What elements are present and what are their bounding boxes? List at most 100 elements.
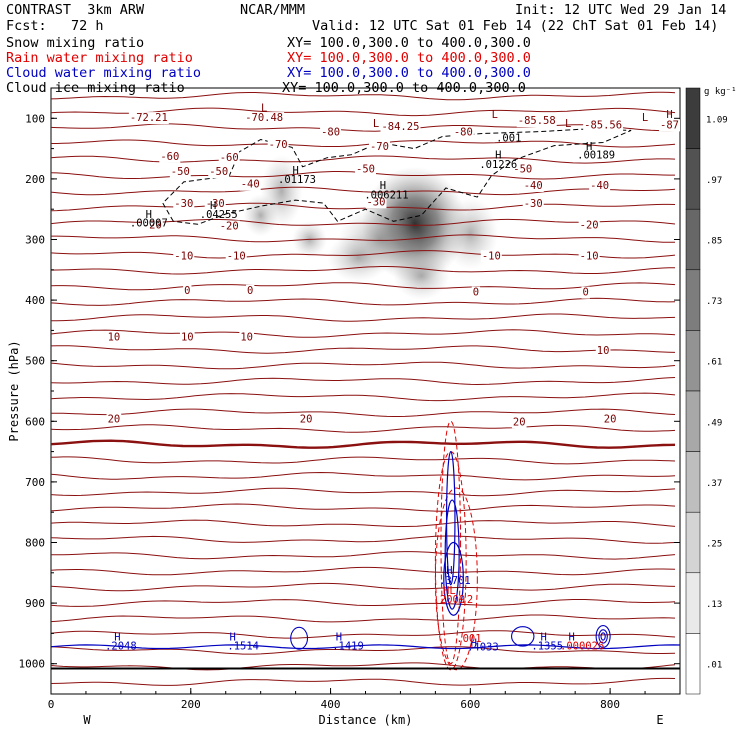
isotherm-label-bg bbox=[239, 331, 255, 344]
cloud-water-cell-1 bbox=[511, 626, 535, 647]
isotherm-line bbox=[51, 424, 676, 433]
isotherm-line bbox=[51, 155, 676, 164]
isotherm-line bbox=[51, 266, 676, 275]
isotherm-label-bg bbox=[218, 152, 240, 165]
center-label: NCAR/MMM bbox=[240, 2, 306, 18]
x-tick-label: 200 bbox=[181, 698, 201, 711]
isotherm-label: 0 bbox=[582, 287, 588, 299]
plot-frame bbox=[50, 87, 681, 695]
extrema-label: H bbox=[114, 631, 120, 643]
legend-rain-name: Rain water mixing ratio bbox=[6, 50, 193, 66]
colorbar-label: .97 bbox=[706, 176, 722, 186]
isotherm-label: -70 bbox=[370, 141, 389, 153]
isotherm-label-bg bbox=[480, 250, 502, 263]
isotherm-label: -80 bbox=[321, 127, 340, 139]
isotherm-line bbox=[51, 456, 676, 465]
isotherm-line bbox=[51, 646, 676, 655]
isotherm-label-bg bbox=[511, 416, 527, 429]
isotherm-label-bg bbox=[267, 138, 289, 151]
colorbar-segment bbox=[685, 87, 701, 149]
colorbar: 1.09 .97 .85 .73 .61 .49 .37 .25 .13 .01 g kg⁻¹ bbox=[685, 87, 737, 695]
extrema-label: H bbox=[230, 631, 236, 643]
isotherm-label: 10 bbox=[597, 345, 610, 357]
colorbar-segment bbox=[685, 451, 701, 513]
isotherm-line bbox=[51, 250, 676, 259]
isotherm-label: -70 bbox=[269, 139, 288, 151]
extrema-label: .00007 bbox=[130, 218, 168, 230]
isotherm-line bbox=[51, 582, 676, 592]
isotherm-line bbox=[51, 139, 676, 148]
isotherm-label-bg bbox=[169, 166, 191, 179]
extrema-label: .04255 bbox=[200, 209, 238, 221]
isotherm-label: -40 bbox=[590, 180, 609, 192]
y-tick-label: 600 bbox=[25, 415, 45, 428]
isotherm-label-bg bbox=[512, 163, 534, 176]
isotherm-label: -50 bbox=[356, 164, 375, 176]
isotherm-label: 10 bbox=[108, 331, 121, 343]
extrema-label: .001 bbox=[456, 633, 481, 645]
colorbar-segment bbox=[685, 633, 701, 695]
isotherm-line bbox=[51, 408, 676, 417]
isotherm-label: -84.25 bbox=[381, 121, 419, 133]
colorbar-label: .61 bbox=[706, 358, 722, 368]
isotherm-label-bg bbox=[578, 219, 600, 232]
west-label: W bbox=[83, 713, 91, 727]
cloud-water-cell-0 bbox=[290, 626, 309, 650]
isotherm-label: -20 bbox=[220, 221, 239, 233]
extrema-label: H bbox=[210, 200, 216, 212]
x-tick-label: 400 bbox=[321, 698, 341, 711]
cloud-water-cell-2 bbox=[595, 624, 611, 648]
isotherm-label: 0 bbox=[473, 287, 479, 299]
isotherm-line bbox=[51, 566, 676, 576]
isotherm-line bbox=[51, 471, 676, 481]
isotherm-label: -40 bbox=[524, 180, 543, 192]
extrema-label: .01173 bbox=[278, 174, 316, 186]
isotherm-line bbox=[51, 234, 675, 243]
extrema-label: L bbox=[492, 109, 498, 121]
isotherm-label-bg bbox=[208, 166, 230, 179]
isotherm-label: -60 bbox=[160, 151, 179, 163]
isotherm-line bbox=[51, 630, 676, 639]
isotherm-label-bg bbox=[106, 331, 122, 344]
extrema-label: .2048 bbox=[105, 641, 137, 653]
isotherm-line bbox=[51, 282, 676, 291]
colorbar-label: 1.09 bbox=[706, 115, 728, 125]
isotherm-label-bg bbox=[298, 413, 314, 426]
x-tick-label: 600 bbox=[460, 698, 480, 711]
isotherm-label-bg bbox=[471, 286, 481, 299]
colorbar-segment bbox=[685, 511, 701, 574]
colorbar-unit: g kg⁻¹ bbox=[704, 87, 737, 97]
y-axis-label: Pressure (hPa) bbox=[7, 340, 21, 441]
extrema-label: .01226 bbox=[479, 159, 517, 171]
isotherm-line bbox=[51, 551, 676, 560]
isotherm-label: -50 bbox=[209, 166, 228, 178]
valid-time: Valid: 12 UTC Sat 01 Feb 14 (22 ChT Sat … bbox=[312, 18, 719, 34]
isotherm-line bbox=[51, 186, 676, 196]
extrema-label: H bbox=[336, 631, 342, 643]
extrema-label: .3701 bbox=[439, 575, 471, 587]
extrema-labels: H.00007H.04255H.01173H.006211H.01226H.00… bbox=[105, 102, 673, 653]
isotherm-line bbox=[51, 535, 676, 544]
colorbar-label: .73 bbox=[706, 297, 722, 307]
extrema-label: HL bbox=[443, 585, 456, 597]
extrema-label: .1355 bbox=[531, 641, 563, 653]
cloud-ice-outline bbox=[162, 128, 632, 225]
isotherm-lines bbox=[51, 91, 676, 686]
rain-contour-0 bbox=[440, 420, 462, 665]
isotherm-label: 0 bbox=[247, 285, 253, 297]
isotherm-line bbox=[51, 677, 676, 686]
extrema-label: .1514 bbox=[227, 641, 259, 653]
extrema-label: H bbox=[146, 209, 152, 221]
isotherm-label: -30 bbox=[174, 198, 193, 210]
extrema-label: L bbox=[373, 118, 379, 130]
colorbar-segment bbox=[685, 269, 701, 331]
extrema-label: .000026 bbox=[560, 641, 604, 653]
isotherm-label-bg bbox=[173, 250, 195, 263]
isotherm-label: -30 bbox=[524, 198, 543, 210]
colorbar-label: .13 bbox=[706, 600, 722, 610]
extrema-label: H bbox=[586, 141, 592, 153]
isotherm-label: -30 bbox=[366, 196, 385, 208]
y-tick-label: 100 bbox=[25, 112, 45, 125]
isotherm-label-bg bbox=[659, 119, 681, 132]
